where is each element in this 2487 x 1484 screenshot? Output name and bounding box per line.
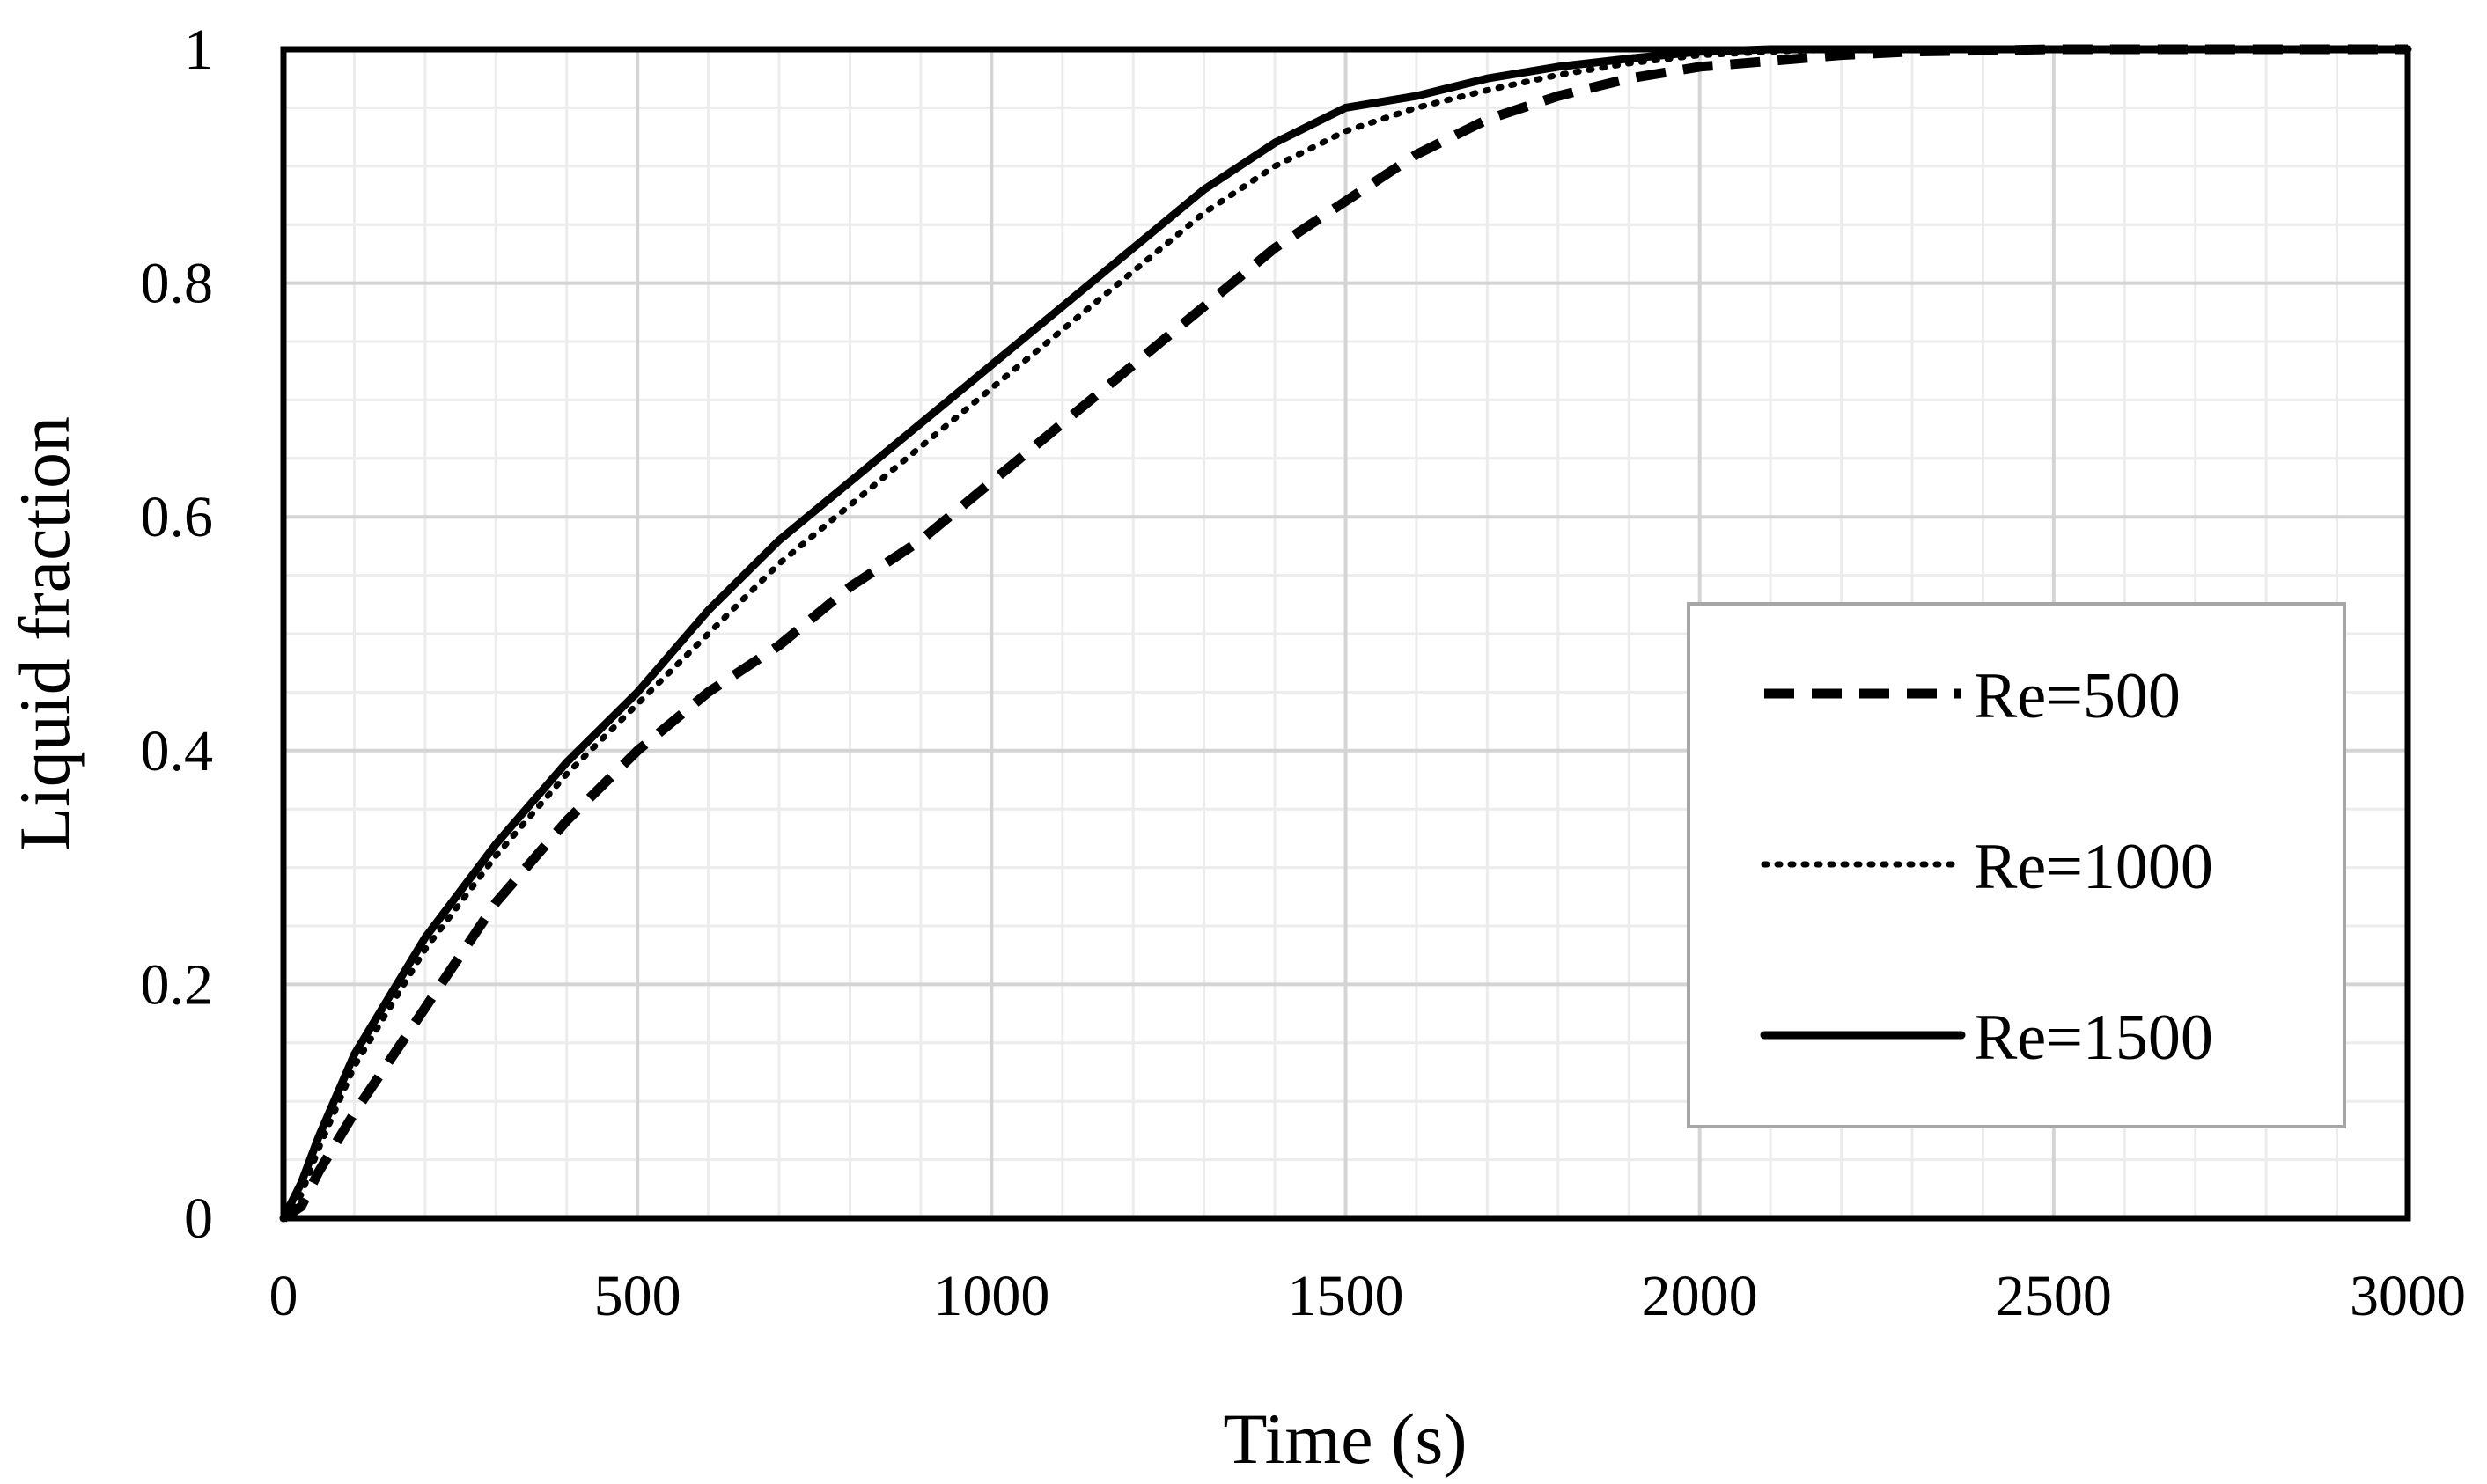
- legend-label: Re=1000: [1974, 831, 2213, 903]
- y-axis-title: Liquid fraction: [4, 416, 85, 851]
- x-axis-title: Time (s): [1223, 1399, 1467, 1479]
- y-tick-label: 0.8: [141, 252, 214, 316]
- legend-items: Re=500 Re=1000 Re=1500: [1760, 660, 2213, 1074]
- x-tick-label: 2500: [1996, 1264, 2112, 1328]
- y-tick-label: 1: [184, 18, 213, 82]
- legend-label: Re=1500: [1974, 1002, 2213, 1074]
- y-tick-label: 0.4: [141, 719, 214, 783]
- x-tick-label: 3000: [2350, 1264, 2466, 1328]
- y-tick-label: 0.6: [141, 485, 214, 549]
- y-axis-tick-labels: 0 0.2 0.4 0.6 0.8 1: [141, 18, 214, 1251]
- legend-box: [1687, 602, 2346, 1128]
- y-tick-label: 0: [184, 1186, 213, 1251]
- x-tick-label: 2000: [1642, 1264, 1758, 1328]
- x-tick-label: 0: [269, 1264, 298, 1328]
- y-tick-label: 0.2: [141, 952, 214, 1017]
- legend: Re=500 Re=1000 Re=1500: [1687, 602, 2346, 1128]
- x-tick-label: 1500: [1288, 1264, 1404, 1328]
- x-axis-tick-labels: 0 500 1000 1500 2000 2500 3000: [269, 1264, 2467, 1328]
- x-tick-label: 1000: [933, 1264, 1049, 1328]
- x-tick-label: 500: [594, 1264, 681, 1328]
- plot-area-frame: [280, 46, 2411, 1222]
- series-line-re-500: [280, 44, 2408, 1223]
- legend-label: Re=500: [1974, 660, 2181, 732]
